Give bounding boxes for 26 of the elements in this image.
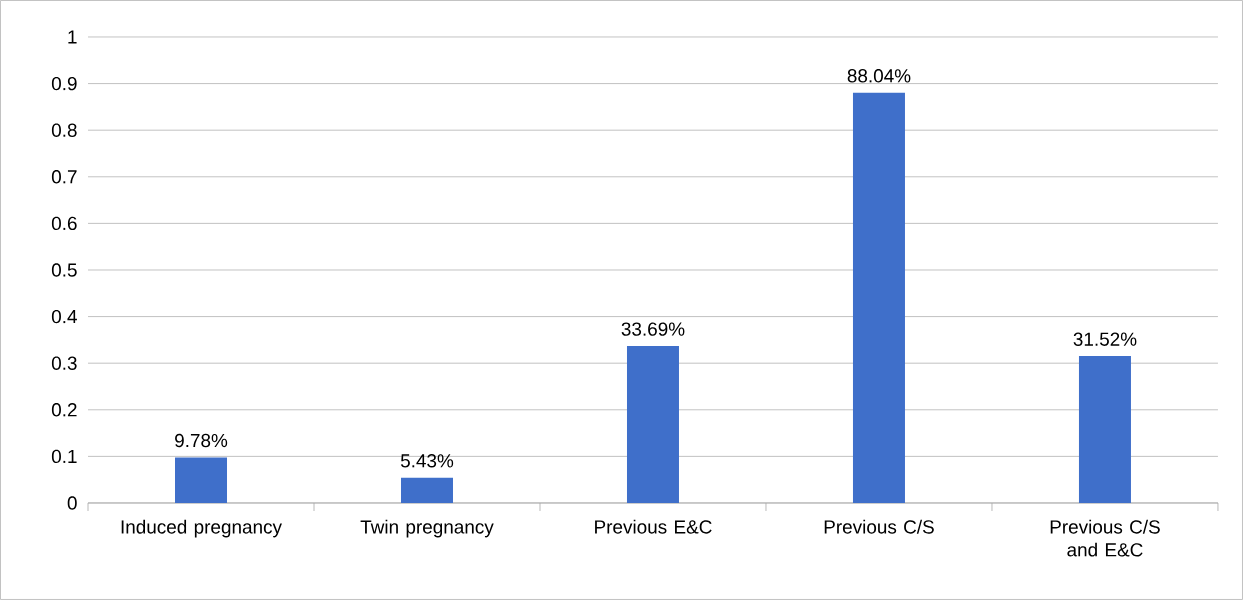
bar — [626, 345, 679, 503]
bar — [1078, 356, 1131, 503]
bar — [175, 457, 227, 503]
x-tick-label: Previous C/S and E&C — [1050, 519, 1160, 557]
data-label: 9.78% — [175, 433, 228, 448]
data-label: 31.52% — [1073, 332, 1137, 346]
y-tick-label: 0.5 — [51, 263, 77, 277]
y-tick-label: 0.2 — [51, 403, 77, 417]
y-tick-label: 0.7 — [51, 170, 77, 184]
bar — [852, 92, 905, 503]
x-tick-label: Previous E&C — [595, 519, 712, 534]
data-label: 33.69% — [621, 322, 685, 336]
y-tick-label: 0.3 — [51, 356, 77, 370]
y-tick-label: 0.8 — [51, 123, 77, 137]
data-label: 5.43% — [400, 454, 454, 468]
y-tick-label: 0.9 — [51, 76, 77, 91]
y-tick-label: 0.1 — [51, 449, 77, 464]
x-tick-label: Twin pregnancy — [360, 519, 494, 538]
y-tick-label: 0.6 — [51, 216, 77, 231]
y-tick-label: 1 — [68, 30, 77, 44]
data-label: 88.04% — [847, 69, 911, 83]
bar — [401, 477, 453, 503]
y-tick-label: 0 — [67, 496, 77, 510]
y-tick-label: 0.4 — [51, 309, 77, 324]
x-tick-label: Induced pregnancy — [121, 519, 282, 538]
x-tick-label: Previous C/S — [824, 519, 934, 534]
